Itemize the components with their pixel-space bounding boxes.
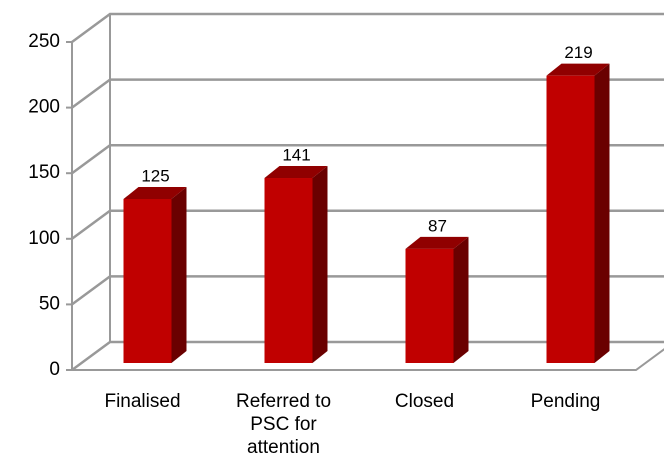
bar-side (594, 63, 610, 364)
bar-top (405, 236, 469, 249)
y-tick-label: 100 (28, 228, 60, 249)
y-tick-label: 200 (28, 97, 60, 118)
bar-top (123, 187, 187, 199)
value-label: 219 (564, 43, 592, 62)
bar-top (546, 63, 610, 76)
x-tick-label: Closed (394, 391, 455, 412)
bar-side (312, 166, 328, 363)
bar-side (453, 236, 469, 363)
x-tick-label: Referred to PSC for attention (235, 391, 332, 458)
grid-line (71, 209, 664, 240)
x-tick-label: Finalised (104, 391, 181, 412)
grid-line (71, 340, 664, 372)
grid-line (71, 78, 664, 109)
bar-top (264, 166, 328, 179)
bar (264, 178, 313, 363)
y-tick-label: 150 (28, 162, 60, 183)
y-tick-label: 50 (39, 293, 60, 314)
grid-line (71, 12, 664, 44)
bar (405, 248, 454, 363)
bar (123, 199, 172, 363)
y-tick-label: 250 (28, 31, 60, 52)
bar-side (171, 187, 187, 363)
grid-line (71, 275, 664, 306)
grid-line (71, 143, 664, 175)
y-tick-label: 0 (49, 359, 60, 380)
x-tick-label: Pending (530, 391, 601, 412)
floor-edge (72, 348, 664, 371)
value-label: 125 (141, 166, 169, 185)
value-label: 87 (428, 216, 447, 235)
bar (546, 75, 595, 363)
value-label: 141 (282, 145, 310, 164)
